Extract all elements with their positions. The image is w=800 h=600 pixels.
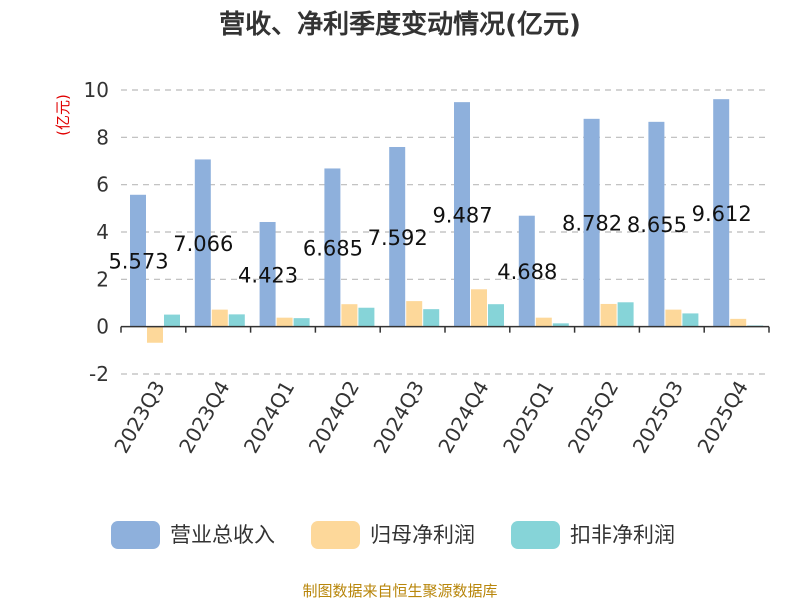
y-tick-label: 0	[96, 315, 109, 339]
legend-swatch[interactable]	[511, 521, 560, 549]
y-tick-label: 6	[96, 173, 109, 197]
data-label: 9.612	[692, 202, 752, 226]
bar	[665, 309, 682, 327]
x-tick-label: 2025Q2	[563, 377, 623, 458]
source-note: 制图数据来自恒生聚源数据库	[302, 582, 497, 600]
bar	[406, 301, 423, 327]
bar	[730, 318, 747, 327]
bar	[488, 304, 504, 327]
bar	[617, 302, 634, 327]
data-label: 7.592	[368, 226, 428, 250]
y-tick-label: 4	[96, 220, 109, 244]
bar	[552, 323, 569, 327]
chart-title: 营收、净利季度变动情况(亿元)	[219, 9, 581, 40]
bar	[713, 99, 730, 327]
data-label: 8.655	[627, 213, 687, 237]
data-label: 7.066	[173, 232, 233, 256]
bar	[389, 146, 406, 327]
data-label: 6.685	[303, 237, 363, 261]
y-tick-label: 8	[96, 125, 109, 149]
bar	[293, 318, 310, 327]
y-axis-unit: (亿元)	[54, 94, 72, 136]
x-tick-label: 2024Q2	[304, 377, 364, 458]
data-label: 8.782	[562, 212, 622, 236]
legend-label[interactable]: 营业总收入	[170, 523, 275, 547]
bar	[358, 307, 375, 327]
bar	[454, 102, 470, 327]
x-tick-label: 2025Q3	[628, 377, 688, 458]
bar	[535, 317, 552, 327]
bar	[259, 221, 276, 327]
data-label: 4.688	[497, 260, 557, 284]
bar	[518, 215, 535, 327]
bar	[600, 303, 617, 327]
bar	[583, 118, 600, 327]
legend-label[interactable]: 归母净利润	[370, 523, 475, 547]
bar	[324, 168, 341, 327]
bar	[211, 309, 228, 327]
y-tick-label: 10	[84, 78, 109, 102]
x-tick-label: 2023Q4	[174, 377, 234, 458]
bar	[423, 309, 440, 327]
x-tick-label: 2025Q1	[498, 377, 558, 458]
bar	[682, 313, 699, 327]
bar	[164, 314, 180, 327]
bar	[341, 304, 358, 327]
bar	[194, 159, 211, 327]
bar	[648, 121, 665, 327]
data-label: 4.423	[238, 263, 298, 287]
x-tick-label: 2025Q4	[692, 377, 752, 458]
bars	[130, 99, 764, 343]
legend-swatch[interactable]	[111, 521, 160, 549]
legend-label[interactable]: 扣非净利润	[570, 523, 675, 547]
y-tick-label: -2	[89, 362, 109, 386]
x-tick-label: 2024Q3	[368, 377, 428, 458]
bar	[147, 326, 163, 343]
x-tick-label: 2023Q3	[109, 377, 169, 458]
y-tick-label: 2	[96, 267, 109, 291]
x-tick-label: 2024Q4	[433, 377, 493, 458]
bar	[276, 317, 293, 327]
x-tick-label: 2024Q1	[239, 377, 299, 458]
legend-swatch[interactable]	[311, 521, 360, 549]
bar	[228, 314, 245, 327]
bar	[471, 289, 487, 327]
data-label: 9.487	[432, 203, 492, 227]
data-label: 5.573	[108, 250, 168, 274]
legend[interactable]: 营业总收入 归母净利润 扣非净利润	[111, 521, 675, 549]
bar	[130, 194, 146, 327]
